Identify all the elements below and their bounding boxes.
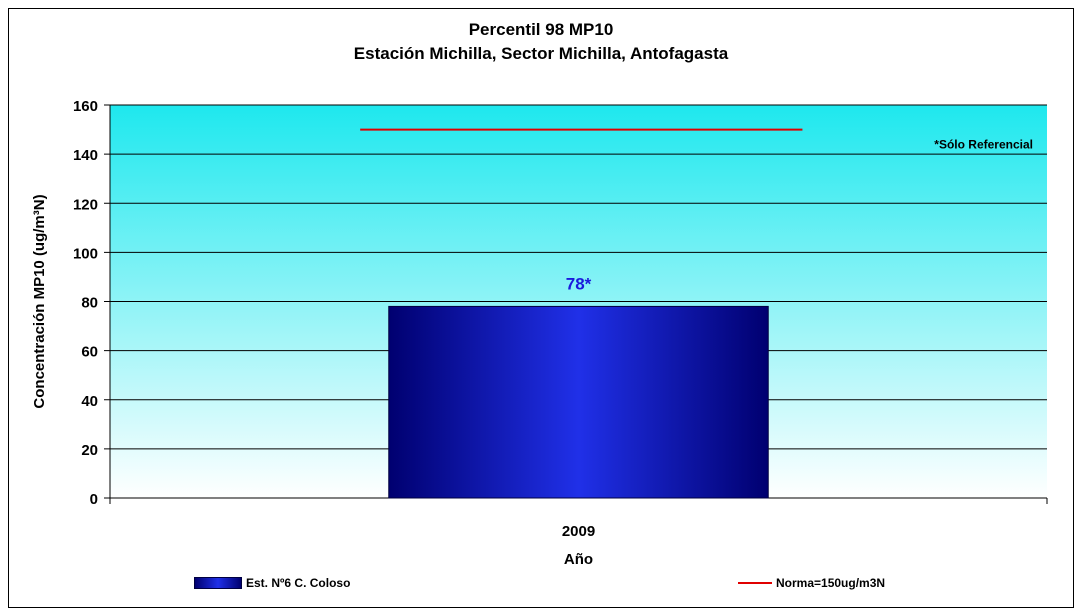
chart-svg: 0 20 40 60 80 100 120 140 160 2009 78* *Sólo Refe… [31, 98, 1048, 568]
y-tick-label: 160 [73, 98, 98, 115]
y-tick-label: 40 [81, 393, 98, 410]
y-tick-label: 140 [73, 147, 98, 164]
y-tick-label: 20 [81, 442, 98, 459]
legend-item-bar: Est. Nº6 C. Coloso [194, 576, 350, 590]
y-tick-label: 0 [90, 491, 98, 508]
chart-title: Percentil 98 MP10 [468, 20, 614, 39]
y-tick-label: 60 [81, 344, 98, 361]
y-tick-label: 120 [73, 196, 98, 213]
legend-bar-swatch [194, 577, 242, 589]
axes: 0 20 40 60 80 100 120 140 160 2009 [73, 98, 1048, 540]
bar [388, 305, 769, 499]
bars: 78* [388, 274, 769, 499]
legend-bar-label: Est. Nº6 C. Coloso [246, 576, 351, 590]
chart-subtitle: Estación Michilla, Sector Michilla, Anto… [353, 44, 729, 63]
y-tick-label: 100 [73, 245, 98, 262]
bar-data-label: 78* [566, 274, 592, 293]
annotation-text: *Sólo Referencial [934, 137, 1033, 151]
legend-item-norm: Norma=150ug/m3N [738, 576, 885, 590]
legend-line-swatch [738, 582, 772, 584]
x-axis-label: Año [564, 551, 593, 568]
legend-norm-label: Norma=150ug/m3N [776, 576, 886, 590]
x-tick-label: 2009 [562, 523, 595, 540]
y-axis-label: Concentración MP10 (ug/m³N) [31, 194, 48, 408]
y-tick-label: 80 [81, 295, 98, 312]
